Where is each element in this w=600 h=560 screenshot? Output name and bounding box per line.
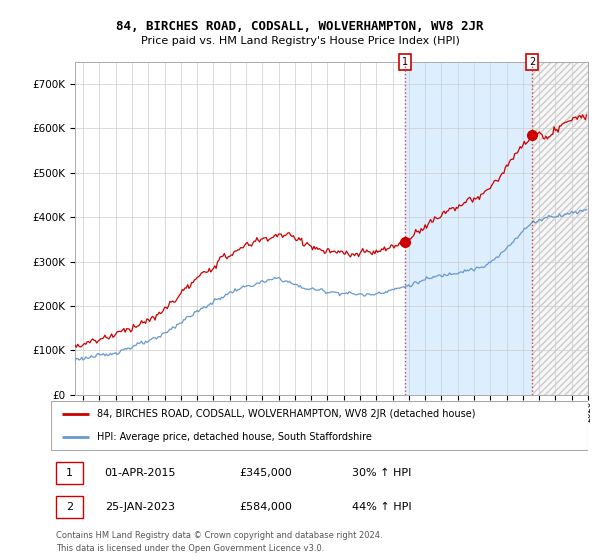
Text: £584,000: £584,000 (239, 502, 292, 512)
Text: 2: 2 (529, 57, 535, 67)
Bar (532, 62, 588, 395)
Bar (405, 62, 532, 395)
Text: 30% ↑ HPI: 30% ↑ HPI (352, 468, 411, 478)
Text: £345,000: £345,000 (239, 468, 292, 478)
Text: Contains HM Land Registry data © Crown copyright and database right 2024.
This d: Contains HM Land Registry data © Crown c… (56, 531, 383, 553)
FancyBboxPatch shape (56, 496, 83, 517)
Text: 44% ↑ HPI: 44% ↑ HPI (352, 502, 412, 512)
Text: 25-JAN-2023: 25-JAN-2023 (105, 502, 175, 512)
Text: 1: 1 (66, 468, 73, 478)
FancyBboxPatch shape (56, 463, 83, 484)
Text: 84, BIRCHES ROAD, CODSALL, WOLVERHAMPTON, WV8 2JR (detached house): 84, BIRCHES ROAD, CODSALL, WOLVERHAMPTON… (97, 409, 475, 419)
FancyBboxPatch shape (51, 402, 588, 450)
Text: HPI: Average price, detached house, South Staffordshire: HPI: Average price, detached house, Sout… (97, 432, 371, 442)
Text: 2: 2 (66, 502, 73, 512)
Text: 1: 1 (402, 57, 408, 67)
Text: 84, BIRCHES ROAD, CODSALL, WOLVERHAMPTON, WV8 2JR: 84, BIRCHES ROAD, CODSALL, WOLVERHAMPTON… (116, 20, 484, 32)
Text: Price paid vs. HM Land Registry's House Price Index (HPI): Price paid vs. HM Land Registry's House … (140, 36, 460, 46)
Text: 01-APR-2015: 01-APR-2015 (105, 468, 176, 478)
Bar (532, 62, 588, 395)
